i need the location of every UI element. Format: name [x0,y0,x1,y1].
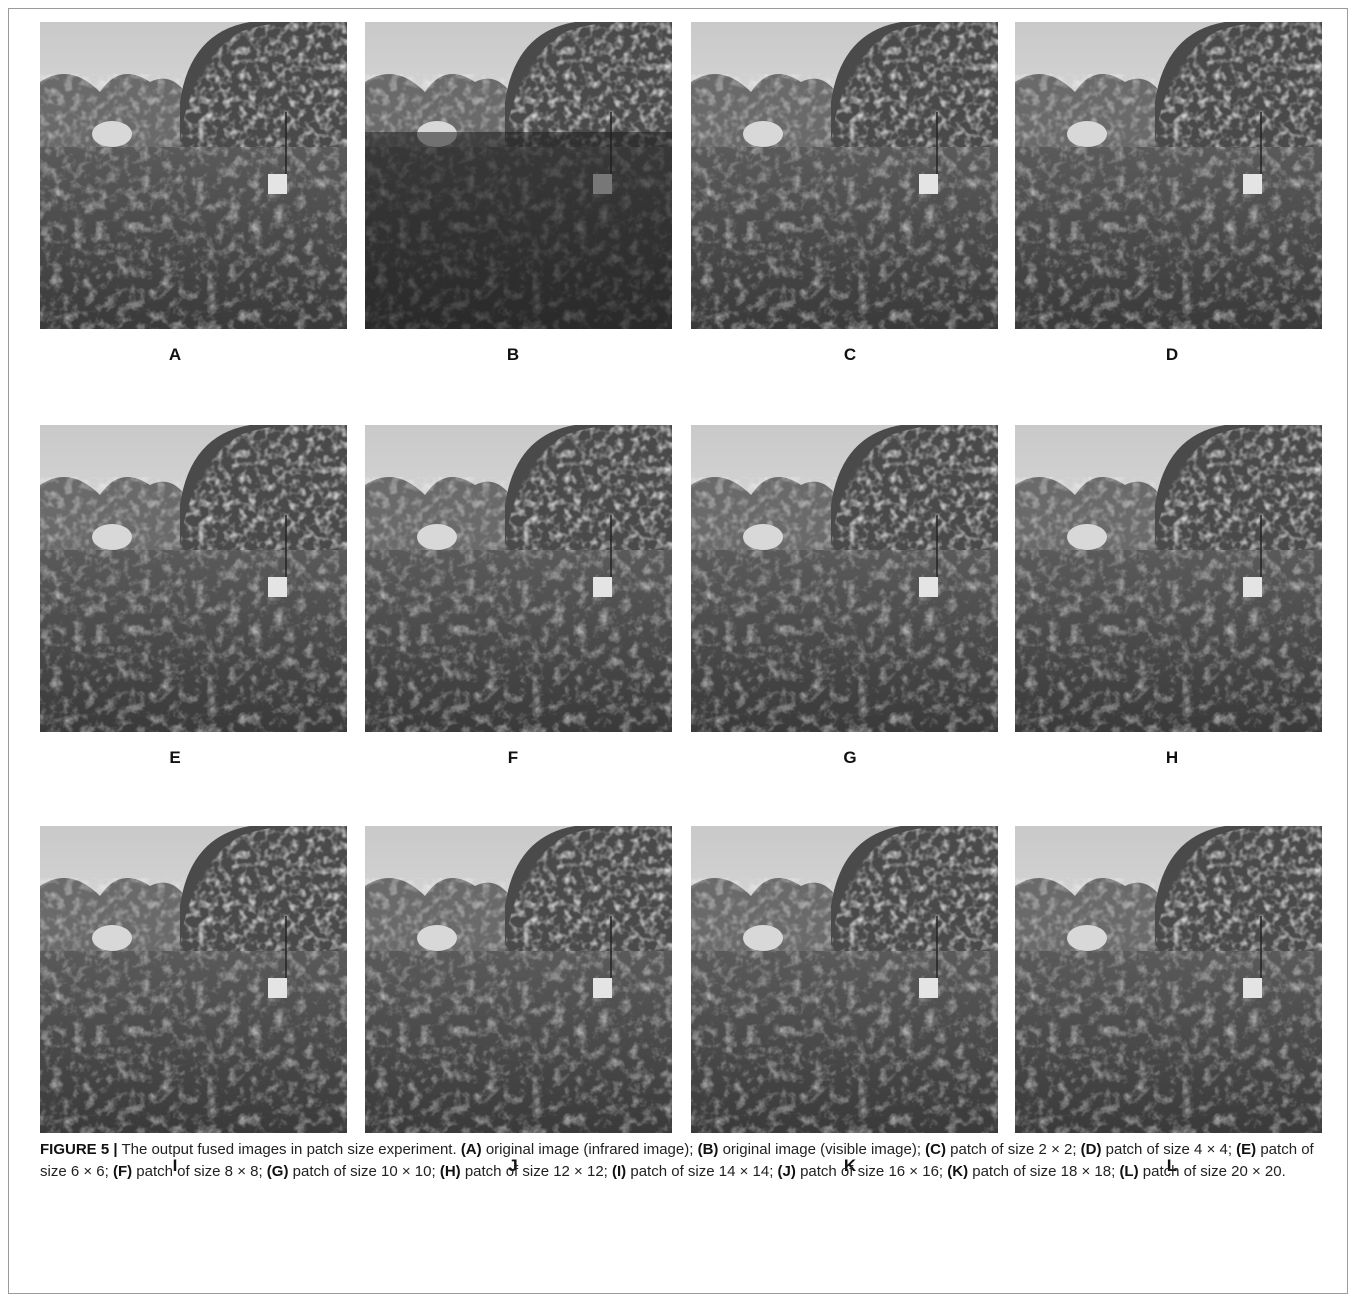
scene [691,22,998,329]
caption-item: patch of size 10 × 10; [292,1163,436,1180]
scene-image [691,22,998,329]
panel-label: F [507,748,519,767]
caption-tag: (G) [266,1163,289,1180]
caption-tag: (B) [697,1141,719,1158]
scene-image [691,425,998,732]
scene-image [1015,826,1322,1133]
panel-label: D [1165,345,1179,364]
panel-image [691,826,998,1133]
panel-image [1015,22,1322,329]
panel-label: H [1165,748,1179,767]
scene [365,826,672,1133]
scene-image [1015,22,1322,329]
scene [1015,22,1322,329]
caption-item: original image (visible image); [722,1141,921,1158]
caption-item: original image (infrared image); [485,1141,694,1158]
caption-text: The output fused images in patch size ex… [121,1141,457,1158]
panel-label: K [843,1156,857,1175]
caption-item: patch of size 16 × 16; [800,1163,944,1180]
scene-image [40,826,347,1133]
scene-image [40,22,347,329]
caption-tag: (D) [1080,1141,1102,1158]
scene [40,22,347,329]
panel-label: A [168,345,182,364]
panel-label: I [172,1156,178,1175]
caption-item: patch of size 18 × 18; [972,1163,1116,1180]
panel-image [40,22,347,329]
caption-label: FIGURE 5 | [40,1141,118,1158]
caption-item: patch of size 8 × 8; [136,1163,263,1180]
panel-label: B [506,345,520,364]
caption-tag: (F) [112,1163,133,1180]
panel-label: E [169,748,181,767]
panel-label: J [508,1156,518,1175]
scene-image [40,425,347,732]
caption-tag: (A) [460,1141,482,1158]
panel-image [40,425,347,732]
scene [691,826,998,1133]
panel-image [365,425,672,732]
caption-tag: (E) [1236,1141,1257,1158]
caption-tag: (H) [439,1163,461,1180]
scene [40,425,347,732]
caption-tag: (C) [925,1141,946,1158]
caption-tag: (J) [777,1163,796,1180]
panel-image [1015,425,1322,732]
scene-image [365,425,672,732]
scene [365,425,672,732]
caption-tag: (L) [1119,1163,1139,1180]
caption-item: patch of size 14 × 14; [630,1163,774,1180]
scene [1015,425,1322,732]
panel-image [1015,826,1322,1133]
caption-item: patch of size 2 × 2; [950,1141,1077,1158]
scene-image [1015,425,1322,732]
panel-image [365,826,672,1133]
scene [691,425,998,732]
panel-image [40,826,347,1133]
caption-item: patch of size 20 × 20. [1142,1163,1286,1180]
caption-item: patch of size 6 × 6; [40,1141,1314,1180]
figure-frame [8,8,1348,1294]
panel-image [365,22,672,329]
caption-tag: (I) [612,1163,627,1180]
caption-tag: (K) [947,1163,969,1180]
panel-label: C [843,345,857,364]
scene-image [365,22,672,329]
caption: FIGURE 5 | The output fused images in pa… [40,1139,1340,1183]
panel-image [691,425,998,732]
scene-image [365,826,672,1133]
panel-label: G [843,748,857,767]
panel-image [691,22,998,329]
caption-item: patch of size 4 × 4; [1105,1141,1232,1158]
dark-overlay [365,132,672,329]
scene [1015,826,1322,1133]
panel-label: L [1166,1156,1178,1175]
scene-image [691,826,998,1133]
caption-item: patch of size 12 × 12; [464,1163,608,1180]
scene [40,826,347,1133]
